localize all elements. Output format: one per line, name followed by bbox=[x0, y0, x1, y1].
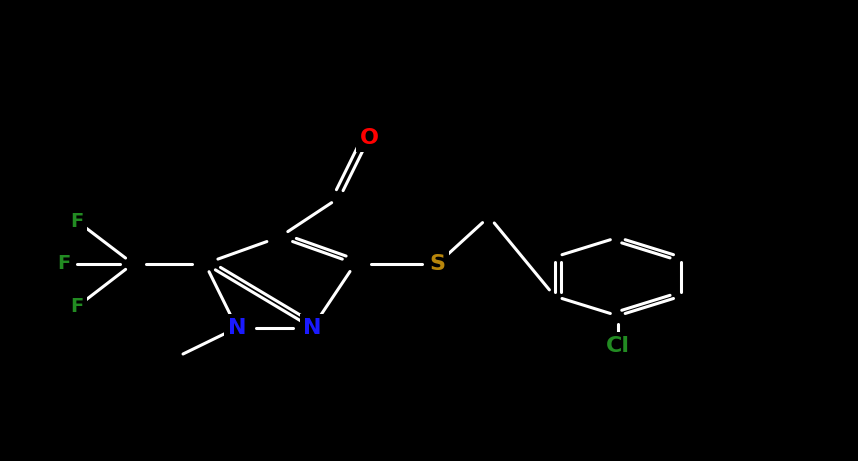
Text: Cl: Cl bbox=[606, 336, 630, 356]
Text: N: N bbox=[303, 318, 322, 338]
Text: F: F bbox=[70, 297, 84, 316]
Text: O: O bbox=[360, 128, 378, 148]
Text: N: N bbox=[227, 318, 246, 338]
Text: F: F bbox=[57, 254, 71, 273]
Text: S: S bbox=[430, 254, 445, 274]
Text: F: F bbox=[70, 212, 84, 231]
